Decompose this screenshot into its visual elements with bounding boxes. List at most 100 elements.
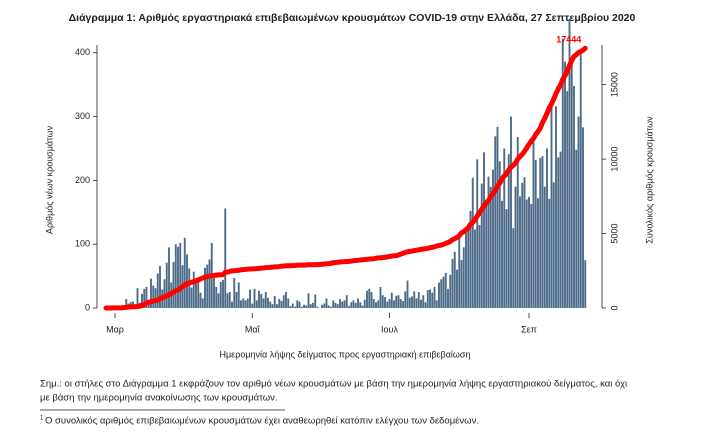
bar — [294, 306, 296, 308]
bar — [575, 149, 578, 308]
bar — [478, 225, 481, 308]
bar — [228, 292, 231, 308]
bar — [474, 229, 476, 308]
bar — [336, 304, 339, 308]
bar — [395, 295, 398, 308]
bar — [269, 301, 272, 308]
bar — [552, 182, 555, 308]
bar — [453, 251, 456, 308]
bar — [240, 300, 242, 308]
bar — [476, 159, 479, 308]
bar — [168, 247, 170, 308]
bar — [262, 298, 265, 308]
bar — [532, 139, 535, 308]
bar — [359, 302, 362, 308]
bar — [420, 299, 422, 308]
y-tick-label: 400 — [75, 47, 90, 57]
bar — [471, 177, 474, 308]
bar — [442, 276, 445, 308]
bar — [332, 300, 335, 308]
bar — [255, 300, 258, 308]
bar — [323, 303, 326, 308]
bar — [555, 106, 557, 308]
bar — [510, 116, 512, 308]
y2-tick-label: 15000 — [609, 72, 619, 97]
bar — [217, 293, 220, 308]
bar — [485, 199, 488, 308]
bar — [325, 298, 328, 308]
bar — [422, 295, 425, 308]
bar — [233, 278, 236, 308]
bar — [462, 247, 465, 308]
bar — [289, 306, 292, 308]
bar — [516, 136, 519, 308]
bar — [291, 303, 294, 308]
bar — [125, 299, 128, 308]
bar — [458, 237, 461, 308]
bar — [444, 272, 447, 308]
bar — [282, 295, 285, 308]
bar — [390, 292, 393, 308]
bar — [339, 299, 341, 308]
bar — [242, 298, 245, 308]
bar — [341, 301, 344, 308]
bar — [483, 152, 485, 308]
bar — [267, 297, 269, 308]
bar — [386, 301, 389, 308]
bar — [397, 295, 400, 308]
bar — [141, 293, 143, 308]
bar — [370, 292, 373, 308]
bar — [244, 300, 247, 308]
bar — [579, 53, 582, 309]
y-tick-label: 300 — [75, 111, 90, 121]
bar — [534, 159, 537, 308]
x-tick-label: Ιουλ — [381, 324, 398, 334]
bar — [348, 306, 350, 308]
x-tick-label: Μαΐ — [245, 324, 261, 334]
bar — [361, 305, 364, 308]
bar — [402, 300, 404, 308]
bar — [201, 298, 204, 308]
bar — [192, 271, 195, 308]
bar — [375, 302, 377, 308]
end-label: 17444 — [556, 35, 581, 45]
y2-tick-label: 10000 — [609, 147, 619, 172]
bar — [280, 300, 283, 308]
bar — [467, 228, 470, 308]
bar — [354, 302, 357, 308]
bar — [197, 279, 200, 308]
bar — [548, 198, 551, 308]
bar — [177, 246, 179, 308]
bar — [435, 300, 438, 308]
bar — [143, 288, 146, 308]
bar — [415, 298, 418, 308]
bar — [492, 169, 494, 308]
bar — [136, 288, 139, 308]
bar — [406, 280, 409, 308]
bar — [512, 228, 515, 308]
bar — [489, 186, 492, 308]
bar — [372, 299, 375, 308]
y2-tick-label: 5000 — [609, 224, 619, 244]
bar — [368, 288, 371, 308]
bar — [584, 260, 587, 308]
bar — [222, 279, 224, 308]
bar — [186, 254, 188, 308]
bar — [350, 302, 353, 308]
bar — [480, 183, 483, 308]
bar — [314, 294, 317, 308]
bar — [287, 298, 290, 308]
bar — [165, 262, 168, 308]
bar — [543, 186, 546, 308]
y-tick-label: 100 — [75, 239, 90, 249]
bar — [568, 18, 571, 308]
bar — [417, 292, 420, 308]
bar — [404, 291, 407, 308]
bar — [152, 285, 155, 308]
note: Σημ.: οι στήλες στο Διάγραμμα 1 εκφράζου… — [40, 379, 627, 390]
bar — [379, 286, 382, 308]
bar — [327, 305, 330, 308]
bar — [388, 299, 391, 308]
bar — [537, 198, 539, 308]
bar — [519, 196, 521, 308]
